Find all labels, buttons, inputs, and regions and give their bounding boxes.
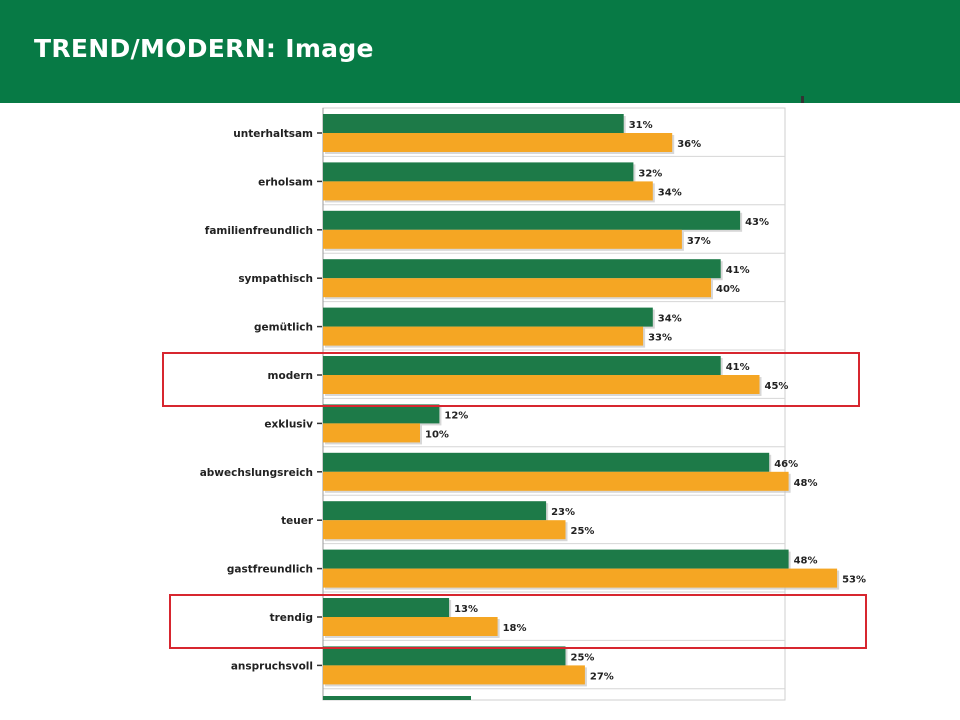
bar-series-a (323, 114, 624, 133)
bar-series-a (323, 404, 440, 424)
bar-series-a (323, 549, 789, 569)
category-label: erholsam (258, 176, 313, 188)
data-label: 53% (842, 575, 866, 586)
data-label: 18% (503, 623, 527, 634)
data-label: 27% (590, 671, 614, 682)
category-label: modern (268, 370, 313, 382)
bar-series-a (323, 501, 547, 521)
data-label: 36% (677, 139, 701, 150)
category-label: gastfreundlich (227, 564, 313, 576)
data-label: 48% (794, 478, 818, 489)
highlight-box-modern (162, 352, 860, 407)
data-label: 34% (658, 187, 682, 198)
category-label: gemütlich (254, 322, 313, 334)
slide-header: TREND/MODERN: Image (0, 0, 960, 103)
bar-series-b (323, 423, 420, 443)
bar-series-a (323, 646, 566, 666)
data-label: 41% (726, 265, 750, 276)
bar-series-b (323, 568, 838, 588)
category-label: anspruchsvoll (231, 660, 313, 672)
slide-title: TREND/MODERN: Image (34, 34, 374, 63)
bar-partial-next-row (323, 696, 471, 700)
bar-series-b (323, 181, 653, 201)
category-label: trendig (270, 612, 313, 624)
data-label: 48% (794, 556, 818, 567)
category-label: familienfreundlich (205, 225, 313, 237)
highlight-box-trendig (169, 594, 867, 649)
bar-series-a (323, 452, 770, 472)
bar-series-b (323, 375, 760, 394)
bar-series-a (323, 210, 741, 230)
bar-series-a (323, 259, 721, 279)
bar-series-b (323, 133, 673, 152)
bar-series-a (323, 356, 721, 375)
data-label: 31% (629, 120, 653, 131)
data-label: 25% (571, 652, 595, 663)
category-label: exklusiv (264, 418, 313, 430)
bar-series-a (323, 307, 653, 327)
corner-tick-mark (801, 96, 804, 103)
data-label: 32% (638, 168, 662, 179)
data-label: 41% (726, 362, 750, 373)
bar-series-a (323, 162, 634, 182)
data-label: 33% (648, 333, 672, 344)
data-label: 40% (716, 284, 740, 295)
category-label: sympathisch (238, 273, 313, 285)
data-label: 25% (571, 526, 595, 537)
data-label: 37% (687, 236, 711, 247)
data-label: 10% (425, 429, 449, 440)
bar-series-a (323, 598, 450, 617)
bar-series-b (323, 278, 711, 298)
data-label: 46% (774, 459, 798, 470)
bar-series-b (323, 229, 682, 249)
data-label: 45% (765, 381, 789, 392)
bar-series-b (323, 617, 498, 636)
data-label: 12% (444, 410, 468, 421)
data-label: 23% (551, 507, 575, 518)
bar-series-b (323, 665, 585, 685)
data-label: 43% (745, 217, 769, 228)
bar-series-b (323, 520, 566, 540)
data-label: 34% (658, 314, 682, 325)
category-label: unterhaltsam (233, 128, 313, 140)
bar-series-b (323, 326, 644, 346)
category-label: teuer (281, 515, 314, 527)
bar-series-b (323, 471, 789, 491)
category-label: abwechslungsreich (200, 467, 313, 479)
data-label: 13% (454, 604, 478, 615)
